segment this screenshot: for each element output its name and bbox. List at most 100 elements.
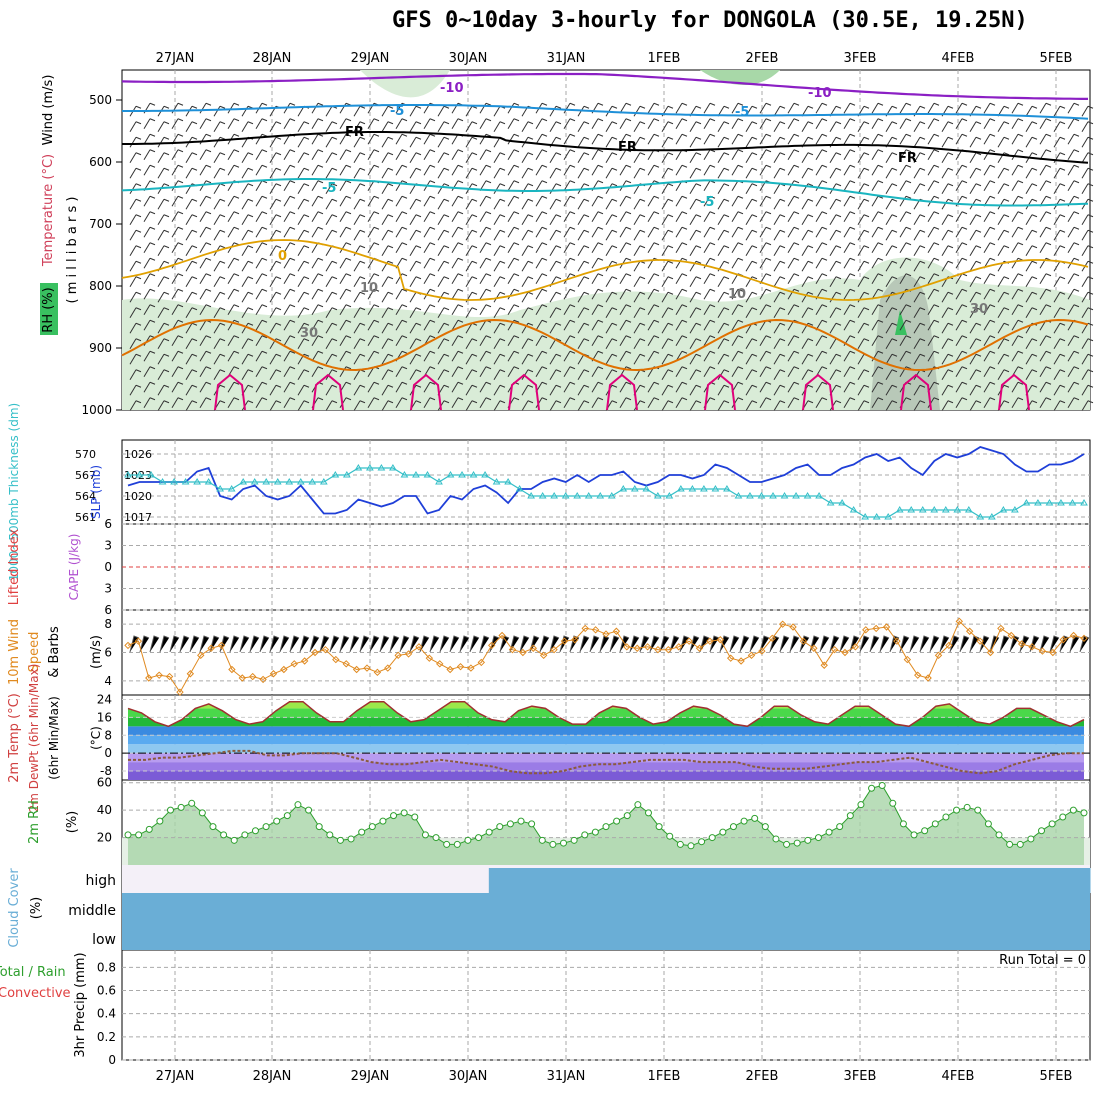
wind-barb — [969, 245, 982, 257]
wind-barb — [577, 229, 590, 241]
wind-barb — [395, 397, 408, 409]
surface-wind-barb — [949, 635, 960, 653]
cloud-high-bar-50 — [631, 868, 643, 893]
wind-barb — [1039, 180, 1052, 192]
wind-barb — [535, 164, 548, 176]
wind-barb — [367, 211, 380, 223]
wind-barb — [969, 276, 982, 288]
wind-barb — [507, 195, 520, 207]
wind-barb — [647, 397, 660, 409]
wind-barb — [605, 214, 618, 226]
wind-barb — [521, 260, 534, 272]
wind-barb — [143, 304, 156, 316]
wind-barb — [213, 229, 226, 241]
rh-marker-88 — [1059, 813, 1067, 821]
wind-barb — [283, 180, 296, 192]
temp-band-7 — [128, 708, 1084, 718]
wind-marker-46 — [602, 630, 610, 638]
rh-shading-top-green — [700, 70, 780, 85]
wind-barb — [577, 276, 590, 288]
surface-wind-barb — [609, 635, 620, 653]
wind-barb — [199, 381, 212, 393]
wind-barb — [829, 276, 842, 288]
wind-barb — [661, 400, 674, 412]
wind-barb — [437, 276, 450, 288]
wind-barb — [423, 195, 436, 207]
rh-marker-52 — [676, 840, 684, 848]
cloud-cat-2: low — [92, 932, 116, 948]
wind-barb — [311, 319, 324, 331]
wind-barb — [381, 167, 394, 179]
wind-barb — [731, 149, 744, 161]
surface-wind-barb — [299, 635, 310, 653]
wind-barb — [759, 242, 772, 254]
wind-barb — [297, 369, 310, 381]
wind-barb — [997, 214, 1010, 226]
wind-barb — [941, 214, 954, 226]
wind-barb — [913, 384, 926, 396]
surface-wind-barb — [799, 635, 810, 653]
wind-barb — [143, 273, 156, 285]
li-tick-0: 6 — [104, 517, 112, 531]
wind-barb — [143, 257, 156, 269]
wind-barb — [507, 164, 520, 176]
wind-barb — [661, 322, 674, 334]
wind-barb — [577, 121, 590, 133]
wind-barb — [591, 164, 604, 176]
wind-barb — [1039, 397, 1052, 409]
wind-barb — [157, 276, 170, 288]
wind-barb — [997, 198, 1010, 210]
wind-barb — [255, 257, 268, 269]
wind-barb — [787, 273, 800, 285]
cloud-high-bar-44 — [570, 868, 582, 893]
date-label-bottom-8: 4FEB — [942, 1069, 975, 1084]
wind-barb — [717, 353, 730, 365]
cloud-high-bar-70 — [835, 868, 846, 893]
wind-barb — [157, 369, 170, 381]
rh-marker-24 — [379, 817, 387, 825]
wind-barb — [661, 338, 674, 350]
wind-barb — [1067, 133, 1080, 145]
wind-barb — [465, 307, 478, 319]
wind-barb — [171, 273, 184, 285]
surface-wind-barb — [669, 635, 680, 653]
wind-barb — [255, 242, 268, 254]
wind-barb — [843, 366, 856, 378]
wind-barb — [969, 121, 982, 133]
wind-barb — [997, 136, 1010, 148]
wind-barb — [171, 242, 184, 254]
contour-label-13: 30 — [970, 302, 988, 317]
ylabel-temp-unit: (°C) — [89, 726, 103, 750]
wind-barb — [801, 121, 814, 133]
wind-barb — [185, 276, 198, 288]
wind-barb — [297, 291, 310, 303]
wind-barb — [129, 167, 142, 179]
wind-barb — [1053, 245, 1066, 257]
wind-barb — [241, 338, 254, 350]
surface-wind-barb — [459, 635, 470, 653]
ylabel-temp: Temperature (°C) — [41, 154, 56, 267]
wind-barb — [619, 195, 632, 207]
wind-barb — [759, 226, 772, 238]
wind-barb — [325, 400, 338, 412]
ytick-label-upper-1: 600 — [89, 155, 112, 169]
wind-marker-21 — [342, 660, 350, 668]
wind-barb — [409, 307, 422, 319]
wind-barb — [563, 304, 576, 316]
ylabel-wind10d: (m/s) — [89, 635, 104, 669]
temp-band-5 — [128, 726, 1084, 736]
wind-barb — [1081, 400, 1094, 412]
wind-marker-51 — [654, 645, 662, 654]
wind-barb — [143, 397, 156, 409]
wind-barb — [997, 121, 1010, 133]
wind-barb — [1039, 226, 1052, 238]
wind-barb — [605, 322, 618, 334]
wind-barb — [1081, 291, 1094, 303]
rh-marker-83 — [1006, 840, 1014, 848]
thickness-marker-39 — [573, 492, 582, 499]
wind-tick-2: 4 — [104, 674, 112, 688]
cloud-middle-low — [122, 893, 1090, 950]
wind-barb — [787, 149, 800, 161]
wind-barb — [927, 180, 940, 192]
wind-barb — [395, 319, 408, 331]
